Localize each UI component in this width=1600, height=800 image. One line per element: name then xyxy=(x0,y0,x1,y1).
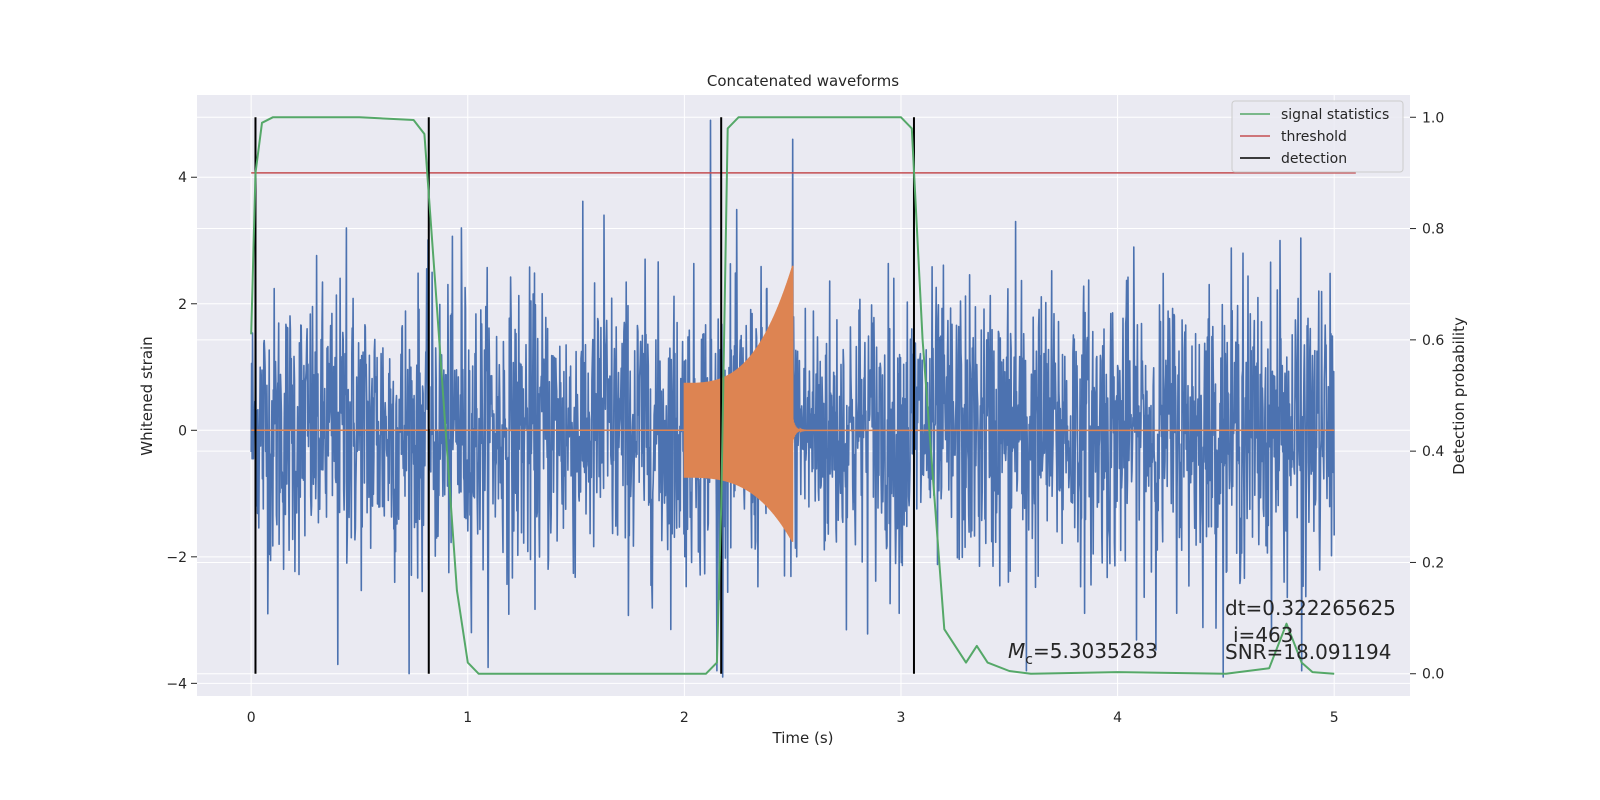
whitened-strain-series xyxy=(250,119,1335,678)
y2-tick-label: 0.6 xyxy=(1422,333,1444,349)
y-tick-label: 0 xyxy=(178,423,187,439)
y2-tick-label: 0.8 xyxy=(1422,222,1444,238)
y-tick-label: 2 xyxy=(178,297,187,313)
legend-label-detection: detection xyxy=(1281,151,1347,167)
y-tick-label: −4 xyxy=(166,676,187,692)
y-axis-label: Whitened strain xyxy=(138,336,156,455)
y2-axis-label: Detection probability xyxy=(1450,317,1468,475)
signal-statistics-line xyxy=(250,116,1335,675)
y2-tick-label: 1.0 xyxy=(1422,110,1444,126)
annotation-i: i=463 xyxy=(1233,623,1294,647)
waveform-series xyxy=(251,265,1335,542)
y-tick-label: 4 xyxy=(178,170,187,186)
legend-box xyxy=(1231,100,1404,173)
y-tick-label: −2 xyxy=(166,550,187,566)
x-axis-label: Time (s) xyxy=(772,729,834,747)
waveform-line xyxy=(251,265,1335,542)
legend-label-signal-statistics: signal statistics xyxy=(1281,107,1389,123)
signal-statistics-series xyxy=(250,116,1335,675)
annotation-dt: dt=0.322265625 xyxy=(1225,596,1396,620)
whitened-strain-line xyxy=(250,119,1335,678)
annotation-mc-value: =5.3035283 xyxy=(1033,639,1158,663)
x-tick-label: 1 xyxy=(463,710,472,726)
y2-tick-label: 0.4 xyxy=(1422,444,1444,460)
annotation-mc: Mc=5.3035283 xyxy=(1008,639,1158,668)
axis-ticks: 0 1 2 3 4 5 −4 −2 0 2 4 0.0 0.2 0.4 0.6 0.8 1.0 xyxy=(166,110,1444,726)
legend: signal statistics threshold detection xyxy=(1231,100,1404,173)
annotation-snr: SNR=18.091194 xyxy=(1225,640,1391,664)
chart-title: Concatenated waveforms xyxy=(707,72,899,90)
x-tick-label: 4 xyxy=(1113,710,1122,726)
annotations: Mc=5.3035283 dt=0.322265625 i=463 SNR=18… xyxy=(1008,596,1396,668)
x-tick-label: 3 xyxy=(897,710,906,726)
y2-tick-label: 0.2 xyxy=(1422,555,1444,571)
x-tick-label: 2 xyxy=(680,710,689,726)
y2-tick-label: 0.0 xyxy=(1422,667,1444,683)
x-tick-label: 0 xyxy=(247,710,256,726)
legend-label-threshold: threshold xyxy=(1281,129,1347,145)
x-tick-label: 5 xyxy=(1330,710,1339,726)
